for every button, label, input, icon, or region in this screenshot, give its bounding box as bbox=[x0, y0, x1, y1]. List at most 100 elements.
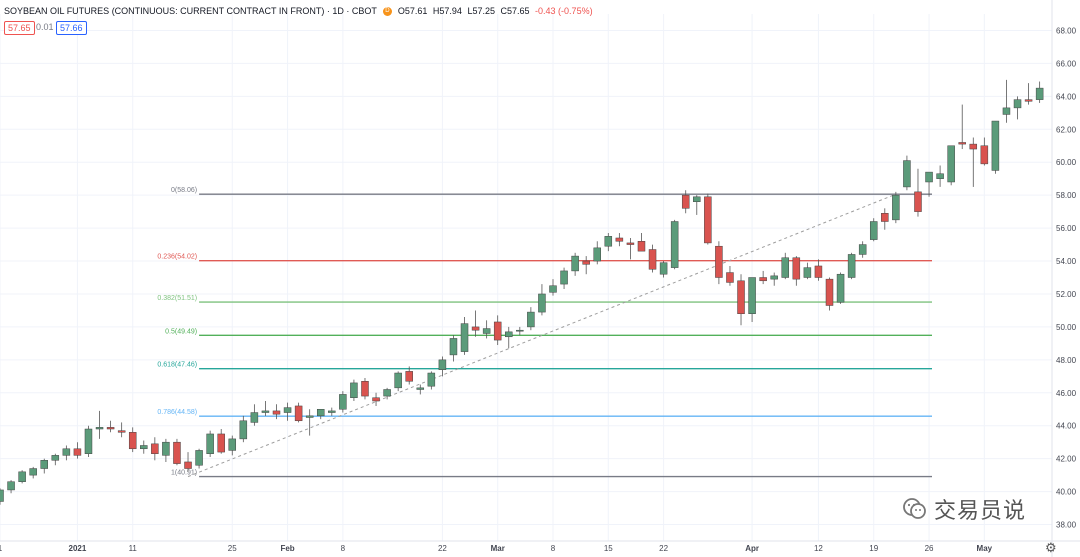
candle bbox=[438, 356, 447, 377]
y-tick-label: 50.00 bbox=[1056, 323, 1077, 332]
candle bbox=[847, 252, 856, 280]
candle-body bbox=[670, 221, 679, 268]
y-tick-label: 40.00 bbox=[1056, 488, 1077, 497]
candle-body bbox=[582, 260, 590, 265]
candle bbox=[604, 233, 613, 252]
candle bbox=[29, 466, 37, 479]
candle-body bbox=[339, 394, 347, 410]
price-axis[interactable]: 38.00 40.00 42.00 44.00 46.00 48.00 50.00 52.00… bbox=[1051, 0, 1077, 557]
candle-body bbox=[117, 430, 126, 433]
candle-body bbox=[40, 460, 48, 469]
x-tick-label: 11 bbox=[129, 544, 138, 553]
delayed-data-badge[interactable]: D bbox=[382, 6, 392, 16]
candle-body bbox=[1024, 99, 1033, 102]
candle-body bbox=[482, 328, 491, 334]
candle-body bbox=[283, 407, 292, 413]
candle-body bbox=[405, 371, 413, 382]
candle bbox=[825, 277, 834, 311]
candle-body bbox=[383, 389, 391, 397]
x-tick-label: May bbox=[977, 544, 993, 553]
candle-body bbox=[969, 143, 978, 150]
candle bbox=[1035, 81, 1044, 103]
candle bbox=[316, 409, 325, 420]
candle bbox=[803, 262, 812, 280]
candle-body bbox=[615, 237, 624, 242]
candle bbox=[538, 284, 546, 316]
candle-body bbox=[162, 441, 170, 456]
candle bbox=[560, 267, 568, 290]
candle bbox=[62, 445, 71, 461]
candle-body bbox=[648, 249, 657, 270]
candle bbox=[40, 458, 48, 474]
candle bbox=[449, 335, 458, 362]
candle-body bbox=[991, 120, 1000, 171]
trend-line[interactable] bbox=[187, 193, 897, 478]
candle bbox=[195, 448, 203, 469]
fib-level-label: 0.618(47.46) bbox=[157, 362, 197, 369]
fib-level-label: 1(40.91) bbox=[171, 470, 197, 477]
candle-body bbox=[361, 381, 369, 397]
candle bbox=[173, 438, 181, 466]
x-tick-label: 26 bbox=[925, 544, 934, 553]
fib-level-label: 0.236(54.02) bbox=[157, 254, 197, 261]
candle bbox=[648, 244, 657, 273]
fib-level-label: 0.5(49.49) bbox=[165, 328, 197, 335]
candle-body bbox=[814, 265, 823, 278]
symbol-title[interactable]: SOYBEAN OIL FUTURES (CONTINUOUS: CURRENT… bbox=[4, 6, 377, 16]
candle-body bbox=[239, 420, 248, 440]
y-tick-label: 46.00 bbox=[1056, 389, 1077, 398]
x-tick-label: 25 bbox=[228, 544, 237, 553]
candle-body bbox=[781, 257, 790, 278]
candle bbox=[1002, 79, 1011, 123]
candle bbox=[969, 137, 978, 187]
candle bbox=[151, 437, 159, 461]
candle-body bbox=[825, 278, 834, 306]
candle-body bbox=[217, 433, 225, 453]
fibonacci-retracement[interactable]: 0(58.06) 0.236(54.02) 0.382(51.51) 0.5(49.4… bbox=[157, 187, 932, 478]
candle bbox=[261, 401, 270, 416]
high-value: H57.94 bbox=[432, 6, 462, 16]
candle bbox=[7, 480, 15, 494]
time-axis[interactable]: 1 2021 11 25 Feb 8 22 Mar 8 15 22 Apr 12 19 26 May bbox=[0, 540, 1080, 553]
y-tick-label: 62.00 bbox=[1056, 125, 1077, 134]
candle-body bbox=[1013, 99, 1022, 109]
candle-body bbox=[958, 142, 966, 145]
candle bbox=[305, 409, 314, 436]
candle bbox=[95, 410, 104, 439]
fib-level-label: 0.786(44.58) bbox=[157, 409, 197, 416]
x-tick-label: 22 bbox=[659, 544, 668, 553]
x-tick-label: 22 bbox=[438, 544, 447, 553]
candle bbox=[869, 218, 878, 242]
candle bbox=[383, 387, 391, 400]
candle-body bbox=[427, 372, 436, 387]
candle-body bbox=[1002, 107, 1011, 115]
candle-body bbox=[527, 311, 535, 328]
candle-body bbox=[538, 293, 546, 313]
y-tick-label: 68.00 bbox=[1056, 26, 1077, 35]
candle bbox=[1013, 96, 1022, 120]
chart-header: SOYBEAN OIL FUTURES (CONTINUOUS: CURRENT… bbox=[4, 6, 596, 16]
candle-body bbox=[516, 329, 524, 332]
candle-body bbox=[693, 196, 701, 202]
candle-body bbox=[726, 272, 734, 283]
candle-body bbox=[62, 448, 71, 456]
fib-level-label: 0.382(51.51) bbox=[157, 295, 197, 302]
candle bbox=[250, 404, 259, 426]
candle bbox=[792, 256, 801, 286]
x-tick-label: Feb bbox=[280, 544, 294, 553]
candle bbox=[781, 252, 790, 280]
settings-gear-icon[interactable]: ⚙ bbox=[1045, 540, 1057, 555]
candle bbox=[294, 402, 303, 423]
y-tick-label: 56.00 bbox=[1056, 224, 1077, 233]
grid-lines bbox=[0, 14, 1052, 541]
buy-price-button[interactable]: 57.66 bbox=[56, 21, 87, 35]
sell-price-button[interactable]: 57.65 bbox=[4, 21, 35, 35]
candle-body bbox=[947, 145, 955, 183]
candle bbox=[106, 420, 115, 433]
candlesticks bbox=[0, 79, 1044, 505]
candle bbox=[361, 377, 369, 400]
candle bbox=[493, 315, 502, 346]
candle bbox=[881, 208, 889, 230]
candle-body bbox=[759, 277, 767, 282]
